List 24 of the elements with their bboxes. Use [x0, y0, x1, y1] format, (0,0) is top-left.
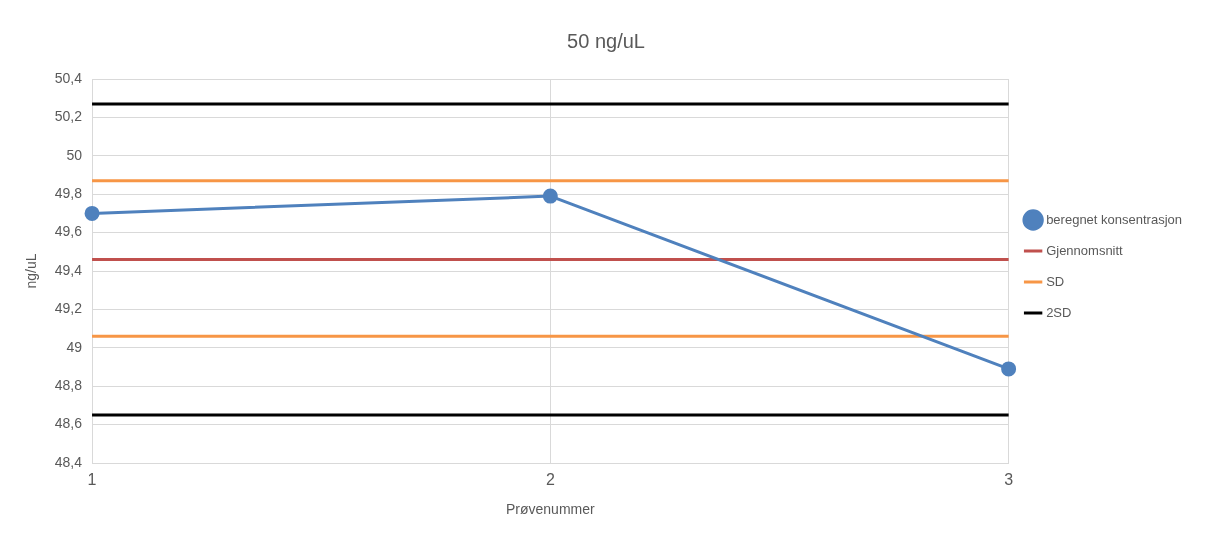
x-tick-label: 1: [87, 471, 97, 489]
y-tick-label: 50: [66, 146, 83, 163]
legend-label: SD: [1046, 273, 1065, 289]
y-tick-label: 48,6: [54, 415, 83, 432]
x-tick-label: 2: [545, 471, 555, 489]
point: [542, 188, 558, 204]
y-tick-label: 49: [66, 338, 83, 355]
legend-label: beregnet konsentrasjon: [1046, 211, 1182, 227]
y-tick-label: 50,4: [54, 69, 83, 86]
chart-title: 50 ng/uL: [567, 29, 645, 52]
point: [84, 205, 100, 221]
y-tick-label: 50,2: [54, 108, 83, 125]
y-tick-label: 48,4: [54, 453, 83, 470]
y-tick-label: 49,4: [54, 261, 83, 278]
point: [1001, 361, 1017, 377]
y-tick-label: 48,8: [54, 377, 83, 394]
legend-label: 2SD: [1046, 304, 1072, 320]
x-axis-title: Prøvenummer: [505, 501, 596, 518]
y-tick-label: 49,6: [54, 223, 83, 240]
y-tick-label: 49,8: [54, 185, 83, 202]
x-tick-label: 3: [1004, 471, 1014, 489]
y-tick-label: 49,2: [54, 300, 83, 317]
y-axis-title: ng/uL: [23, 253, 40, 289]
legend-label: Gjennomsnitt: [1046, 242, 1124, 258]
